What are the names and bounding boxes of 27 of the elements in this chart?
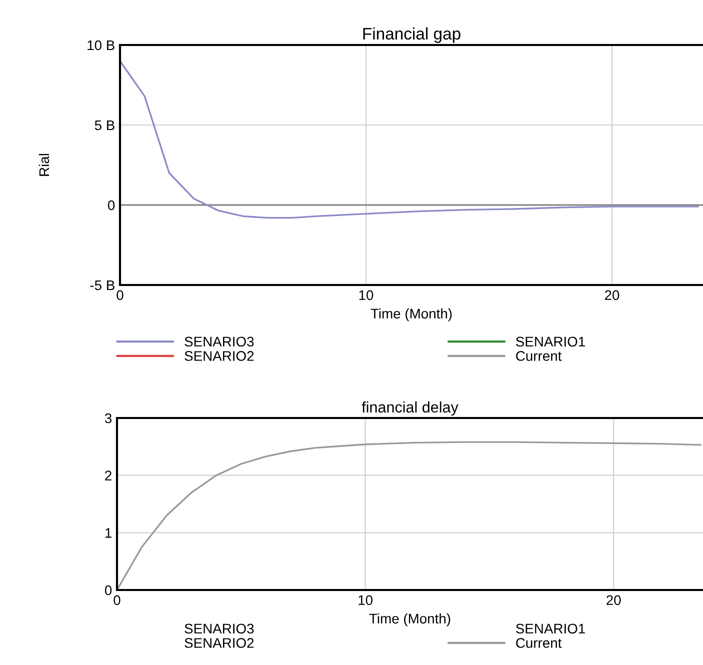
x-tick-label: 20 xyxy=(604,290,620,300)
y-axis-title: Rial xyxy=(38,154,50,176)
y-tick-label: 0 xyxy=(104,585,112,596)
y-tick-label: 3 xyxy=(104,413,112,424)
x-axis-title: Time (Month) xyxy=(370,308,452,322)
legend-label: SENARIO3 xyxy=(184,336,254,347)
y-tick-label: -5 B xyxy=(90,280,114,290)
text: SENARIO1 xyxy=(516,624,585,634)
text: SENARIO3 xyxy=(184,624,254,634)
x-tick-label: 20 xyxy=(606,595,621,606)
legend-label: SENARIO1 xyxy=(516,336,585,347)
y-tick-label: 10 B xyxy=(88,40,114,50)
x-tick-label: 0 xyxy=(116,290,124,300)
y-tick-label: 2 xyxy=(105,470,112,480)
y-tick-label: 0 xyxy=(108,200,115,210)
text: SENARIO2 xyxy=(184,638,254,648)
x-axis-title: Time (Month) xyxy=(369,613,450,626)
legend-label: SENARIO2 xyxy=(184,351,254,361)
y-tick-label: 1 xyxy=(105,528,112,538)
y-tick-label: 5 B xyxy=(94,120,114,130)
x-tick-label: 10 xyxy=(359,290,374,300)
x-tick-label: 10 xyxy=(358,595,372,606)
line-series xyxy=(120,60,699,219)
legend-label: Current xyxy=(516,351,562,361)
chart-title: financial delay xyxy=(362,401,458,416)
chart-title: Financial gap xyxy=(363,27,460,43)
legend-label: Current xyxy=(516,638,562,648)
